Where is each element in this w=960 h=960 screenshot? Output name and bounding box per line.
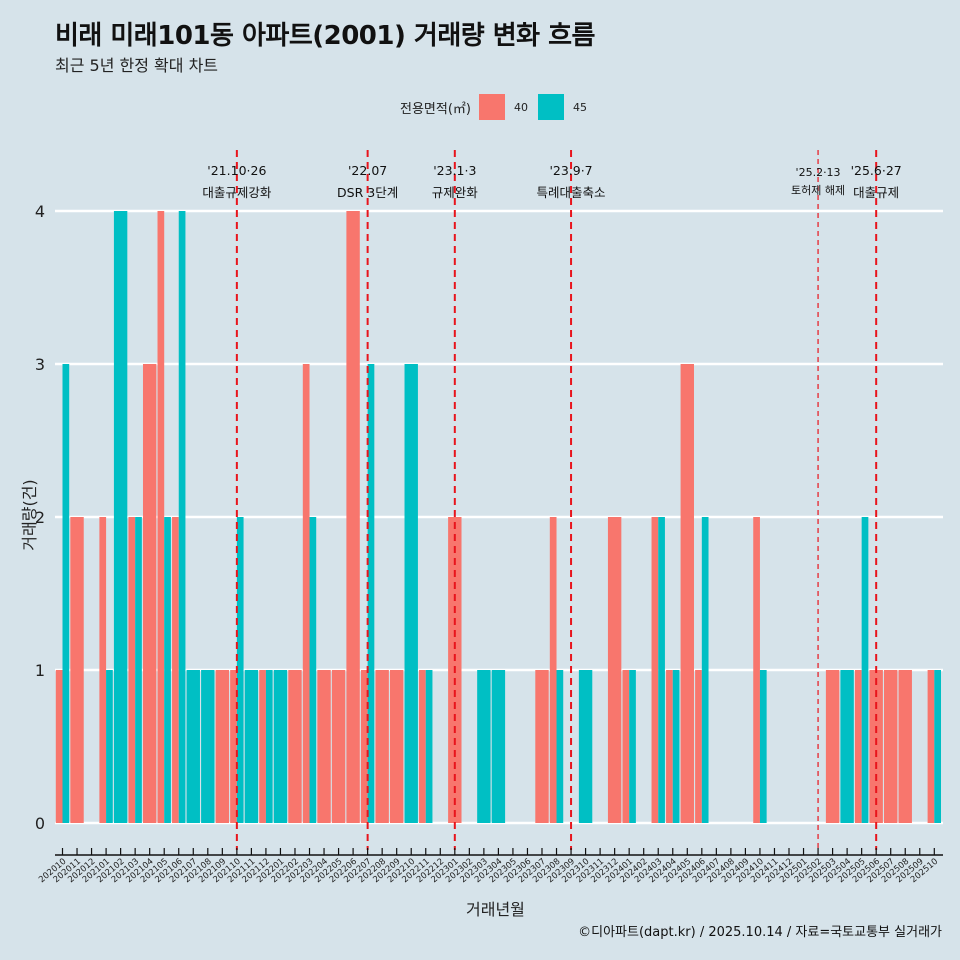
bar-45-202404 [672, 670, 680, 823]
bar-40-202403 [651, 517, 659, 823]
bar-40-202203 [302, 364, 310, 823]
bar-45-202304 [491, 670, 506, 823]
bar-45-202111 [244, 670, 259, 823]
bar-40-202410 [753, 517, 760, 823]
event-label: 대출규제 [853, 185, 899, 200]
bar-40-202106 [172, 517, 179, 823]
bar-40-202205 [331, 670, 346, 823]
bar-40-202505 [854, 670, 862, 823]
bar-45-202010 [62, 364, 70, 823]
event-label: 특례대출축소 [537, 185, 606, 200]
y-tick-label: 3 [35, 355, 45, 374]
bar-40-202104 [142, 364, 157, 823]
legend-title: 전용면적(㎡) [400, 101, 471, 117]
legend-label-45: 45 [572, 100, 587, 114]
bar-40-202112 [259, 670, 266, 823]
bar-45-202210 [404, 364, 418, 823]
bar-40-202101 [99, 517, 107, 823]
bar-40-202508 [898, 670, 912, 823]
event-date: '22.07 [348, 163, 387, 178]
bar-40-202209 [389, 670, 404, 823]
event-label: 규제완화 [432, 185, 479, 200]
legend-label-40: 40 [513, 100, 528, 114]
source-caption: ©디아파트(dapt.kr) / 2025.10.14 / 자료=국토교통부 실… [578, 925, 942, 940]
bar-40-202204 [317, 670, 331, 823]
bar-45-202410 [759, 670, 767, 823]
event-date: '21.10·26 [207, 163, 266, 178]
bar-45-202211 [425, 670, 433, 823]
bar-45-202103 [135, 517, 142, 823]
bar-40-202103 [128, 517, 136, 823]
bar-40-202510 [927, 670, 935, 823]
bar-45-202106 [178, 211, 186, 823]
bar-45-202201 [273, 670, 288, 823]
bar-40-202308 [549, 517, 557, 823]
bar-40-202312 [607, 517, 622, 823]
bar-40-202406 [695, 670, 702, 823]
bar-45-202102 [113, 211, 128, 823]
bar-45-202107 [186, 670, 200, 823]
bar-40-202208 [375, 670, 389, 823]
legend: 전용면적(㎡) 40 45 [400, 94, 597, 120]
bar-45-202406 [701, 517, 709, 823]
bar-40-202401 [622, 670, 630, 823]
bar-45-202105 [164, 517, 171, 823]
y-tick-label: 0 [35, 814, 45, 833]
chart-title: 비래 미래101동 아파트(2001) 거래량 변화 흐름 [55, 21, 595, 51]
bar-45-202207 [367, 364, 375, 823]
bar-40-202105 [157, 211, 165, 823]
y-tick-label: 1 [35, 661, 45, 680]
legend-swatch-45 [537, 94, 564, 120]
bar-40-202206 [346, 211, 360, 823]
bar-45-202401 [629, 670, 636, 823]
y-tick-label: 2 [35, 508, 45, 527]
bar-40-202506 [869, 670, 883, 823]
bar-45-202112 [265, 670, 273, 823]
legend-swatch-40 [478, 94, 505, 120]
bar-40-202404 [666, 670, 673, 823]
bar-40-202405 [680, 364, 694, 823]
bar-45-202110 [236, 517, 244, 823]
event-label: 토허제 해제 [791, 183, 845, 197]
bar-45-202504 [840, 670, 854, 823]
bar-40-202307 [535, 670, 549, 823]
bar-40-202503 [825, 670, 840, 823]
event-date: '25.6·27 [851, 163, 902, 178]
bar-40-202211 [419, 670, 426, 823]
bar-45-202308 [556, 670, 564, 823]
event-label: 대출규제강화 [202, 185, 272, 200]
event-date: '23.9·7 [549, 163, 592, 178]
y-tick-label: 4 [35, 202, 45, 221]
event-label: DSR 3단계 [337, 185, 398, 200]
bar-40-202110 [230, 670, 237, 823]
y-axis-label: 거래량(건) [20, 479, 39, 551]
bar-40-202011 [70, 517, 84, 823]
bar-40-202202 [288, 670, 302, 823]
bar-45-202303 [477, 670, 491, 823]
bar-40-202010 [55, 670, 63, 823]
bar-45-202310 [578, 670, 593, 823]
bar-40-202109 [215, 670, 230, 823]
x-axis-label: 거래년월 [466, 900, 525, 919]
bar-45-202203 [309, 517, 317, 823]
event-date: '23.1·3 [433, 163, 476, 178]
bar-45-202108 [201, 670, 215, 823]
event-date: '25.2·13 [796, 166, 841, 179]
bar-45-202510 [934, 670, 941, 823]
bar-40-202207 [360, 670, 368, 823]
bar-45-202403 [658, 517, 665, 823]
bar-45-202505 [861, 517, 869, 823]
bar-45-202101 [106, 670, 113, 823]
chart-subtitle: 최근 5년 한정 확대 차트 [55, 56, 219, 75]
bar-40-202507 [884, 670, 898, 823]
